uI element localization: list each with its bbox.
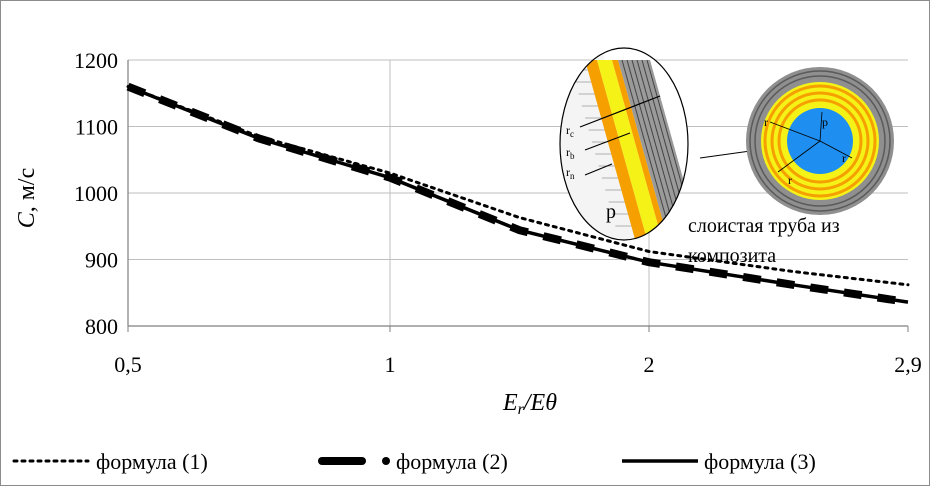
inset-wall-section: rc rb rn p (559, 47, 689, 241)
legend-label-formula-2: формула (2) (396, 449, 508, 474)
y-axis-label-symbol: C (14, 211, 40, 228)
pipe-caption-line1: слоистая труба из (688, 215, 840, 237)
legend: формула (1) формула (2) формула (3) (12, 449, 816, 474)
x-tick-label: 0,5 (114, 352, 142, 377)
x-axis-label-theta: θ (545, 390, 557, 416)
inset-hatching (571, 69, 632, 227)
inset-label-rn: rn (566, 165, 575, 181)
x-axis-label-e2: /E (522, 390, 546, 416)
legend-label-formula-3: формула (3) (704, 449, 816, 474)
pipe-gray-ring (749, 70, 891, 212)
pipe-radius-line-3 (819, 140, 853, 159)
x-tick-label: 2 (644, 352, 655, 377)
y-axis-label-unit: , м/с (14, 168, 40, 213)
x-tick-label: 2,9 (894, 352, 922, 377)
inset-ellipse-outline (559, 47, 689, 241)
inset-label-p: p (606, 201, 616, 223)
pipe-orange-ring1 (763, 84, 877, 198)
inset-arrow-1 (579, 95, 661, 128)
pipe-cross-section: p r r r (746, 67, 894, 215)
pipe-label-r2: r (788, 173, 792, 187)
pipe-radius-line-1 (769, 121, 821, 142)
pipe-orange-ring3 (777, 98, 863, 184)
x-axis-label-sub1: r (518, 401, 525, 418)
pipe-gray-ring2 (754, 75, 886, 207)
legend-swatch-formula-2-dot (382, 457, 390, 465)
pipe-radius-line-2 (777, 140, 821, 173)
pipe-caption-line2: композита (688, 245, 776, 267)
inset-label-rc: rc (566, 123, 574, 139)
legend-label-formula-1: формула (1) (96, 449, 208, 474)
pipe-label-r3: r (842, 151, 846, 165)
y-tick-labels: 1200 1100 1000 900 800 (74, 48, 118, 339)
inset-layer-orange2 (612, 60, 671, 240)
x-axis-label-e1: E (502, 390, 518, 416)
y-axis-label: C, м/с (14, 168, 40, 229)
y-tick-label: 900 (85, 248, 118, 273)
inset-layer-orange (585, 60, 650, 240)
x-axis-label: Er/Eθ (502, 390, 557, 418)
x-tick-label: 1 (385, 352, 396, 377)
y-tick-label: 1100 (75, 115, 118, 140)
pipe-label-r1: r (764, 115, 768, 129)
inset-layer-yellow (597, 60, 665, 240)
inset-label-rb: rb (566, 145, 575, 161)
pipe-radius-line-4 (819, 111, 823, 142)
y-tick-label: 1000 (74, 181, 118, 206)
pipe-orange-ring2 (770, 91, 870, 191)
inset-arrow-3 (584, 163, 613, 176)
y-tick-label: 1200 (74, 48, 118, 73)
inset-arrow-2 (584, 132, 631, 151)
pipe-label-p: p (822, 115, 828, 129)
y-tick-label: 800 (85, 314, 118, 339)
x-tick-labels: 0,5 1 2 2,9 (114, 352, 922, 377)
inset-stripe (646, 59, 688, 240)
series-lines (126, 82, 910, 307)
series-line-3 (127, 84, 909, 304)
